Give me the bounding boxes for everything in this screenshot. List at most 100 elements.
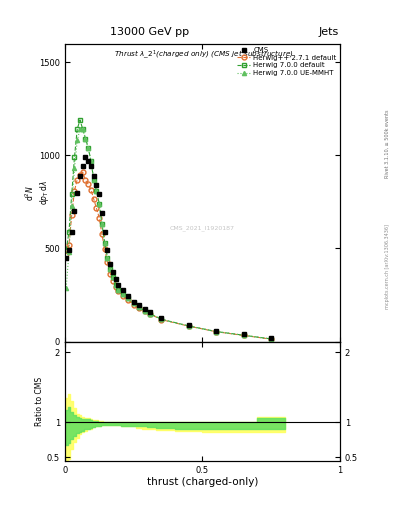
Herwig++ 2.7.1 default	[81, 169, 85, 175]
CMS	[269, 335, 274, 342]
Herwig 7.0.0 UE-MMHT	[64, 285, 69, 291]
Herwig++ 2.7.1 default	[269, 336, 274, 342]
CMS	[214, 328, 219, 334]
Herwig++ 2.7.1 default	[148, 311, 152, 317]
Y-axis label: $\mathrm{d}^2N$
$\mathrm{d}p_\mathrm{T}\,\mathrm{d}\lambda$: $\mathrm{d}^2N$ $\mathrm{d}p_\mathrm{T}\…	[24, 180, 51, 205]
CMS	[72, 208, 77, 214]
CMS	[148, 309, 152, 315]
Herwig++ 2.7.1 default	[78, 172, 83, 178]
Herwig++ 2.7.1 default	[241, 332, 246, 338]
Herwig 7.0.0 UE-MMHT	[92, 177, 96, 183]
Herwig++ 2.7.1 default	[102, 246, 107, 252]
Herwig 7.0.0 UE-MMHT	[89, 158, 94, 164]
Herwig 7.0.0 default	[114, 282, 118, 288]
Herwig++ 2.7.1 default	[89, 187, 94, 193]
X-axis label: thrust (charged-only): thrust (charged-only)	[147, 477, 258, 487]
Herwig 7.0.0 default	[108, 266, 113, 272]
Herwig++ 2.7.1 default	[86, 181, 90, 187]
Herwig++ 2.7.1 default	[186, 323, 191, 329]
Herwig 7.0.0 default	[105, 254, 110, 261]
Text: Thrust $\lambda\_2^1$(charged only) (CMS jet substructure): Thrust $\lambda\_2^1$(charged only) (CMS…	[114, 48, 294, 61]
Herwig 7.0.0 default	[86, 145, 90, 151]
Herwig++ 2.7.1 default	[111, 278, 116, 284]
Herwig 7.0.0 default	[111, 274, 116, 281]
CMS	[94, 182, 99, 188]
Herwig 7.0.0 UE-MMHT	[111, 274, 116, 281]
Herwig 7.0.0 default	[120, 291, 125, 297]
CMS	[86, 158, 90, 164]
CMS	[131, 298, 136, 305]
Herwig 7.0.0 default	[97, 201, 101, 207]
CMS	[97, 191, 101, 198]
Line: Herwig 7.0.0 UE-MMHT: Herwig 7.0.0 UE-MMHT	[64, 127, 273, 341]
Herwig 7.0.0 UE-MMHT	[120, 291, 125, 297]
Text: CMS_2021_I1920187: CMS_2021_I1920187	[170, 225, 235, 231]
Herwig 7.0.0 UE-MMHT	[142, 308, 147, 314]
Herwig 7.0.0 UE-MMHT	[186, 323, 191, 329]
Herwig++ 2.7.1 default	[142, 308, 147, 314]
Herwig 7.0.0 UE-MMHT	[97, 201, 101, 207]
Line: Herwig 7.0.0 default: Herwig 7.0.0 default	[64, 117, 274, 342]
Herwig 7.0.0 UE-MMHT	[137, 304, 141, 310]
Legend: CMS, Herwig++ 2.7.1 default, Herwig 7.0.0 default, Herwig 7.0.0 UE-MMHT: CMS, Herwig++ 2.7.1 default, Herwig 7.0.…	[235, 46, 338, 78]
Herwig 7.0.0 default	[126, 295, 130, 301]
Herwig 7.0.0 UE-MMHT	[148, 311, 152, 317]
Herwig++ 2.7.1 default	[108, 270, 113, 276]
Herwig++ 2.7.1 default	[69, 212, 74, 218]
Herwig++ 2.7.1 default	[105, 260, 110, 266]
Herwig 7.0.0 default	[89, 158, 94, 164]
Herwig 7.0.0 UE-MMHT	[78, 126, 83, 132]
Herwig 7.0.0 default	[214, 328, 219, 334]
CMS	[126, 293, 130, 299]
Herwig 7.0.0 default	[94, 187, 99, 194]
Herwig 7.0.0 UE-MMHT	[116, 287, 121, 293]
CMS	[64, 254, 69, 261]
Herwig 7.0.0 default	[116, 287, 121, 293]
Herwig 7.0.0 default	[148, 311, 152, 317]
Herwig++ 2.7.1 default	[66, 242, 72, 248]
Herwig++ 2.7.1 default	[126, 296, 130, 303]
Herwig 7.0.0 default	[131, 301, 136, 307]
Herwig 7.0.0 UE-MMHT	[108, 266, 113, 272]
CMS	[100, 210, 105, 216]
Herwig 7.0.0 UE-MMHT	[94, 187, 99, 194]
CMS	[92, 173, 96, 179]
CMS	[137, 302, 141, 308]
Herwig 7.0.0 UE-MMHT	[105, 254, 110, 261]
CMS	[75, 189, 80, 196]
Herwig 7.0.0 default	[142, 308, 147, 314]
Herwig 7.0.0 UE-MMHT	[83, 136, 88, 142]
Herwig++ 2.7.1 default	[75, 177, 80, 183]
Herwig 7.0.0 UE-MMHT	[81, 126, 85, 132]
Line: Herwig++ 2.7.1 default: Herwig++ 2.7.1 default	[64, 169, 274, 342]
Herwig++ 2.7.1 default	[159, 316, 163, 323]
CMS	[142, 306, 147, 312]
Line: CMS: CMS	[64, 156, 273, 340]
CMS	[105, 247, 110, 253]
Herwig 7.0.0 default	[78, 117, 83, 123]
Herwig++ 2.7.1 default	[114, 284, 118, 290]
CMS	[111, 269, 116, 275]
Herwig++ 2.7.1 default	[131, 302, 136, 308]
Herwig++ 2.7.1 default	[100, 231, 105, 238]
CMS	[78, 173, 83, 179]
Herwig 7.0.0 default	[83, 136, 88, 142]
Herwig 7.0.0 default	[92, 177, 96, 183]
Herwig 7.0.0 default	[64, 247, 69, 253]
Herwig 7.0.0 default	[81, 126, 85, 132]
Herwig 7.0.0 UE-MMHT	[86, 145, 90, 151]
Text: 13000 GeV pp: 13000 GeV pp	[110, 27, 189, 37]
Herwig 7.0.0 default	[241, 332, 246, 338]
Herwig 7.0.0 default	[137, 304, 141, 310]
Herwig 7.0.0 UE-MMHT	[114, 282, 118, 288]
Herwig++ 2.7.1 default	[83, 177, 88, 183]
CMS	[81, 163, 85, 169]
CMS	[66, 247, 72, 253]
Text: mcplots.cern.ch [arXiv:1306.3436]: mcplots.cern.ch [arXiv:1306.3436]	[385, 224, 390, 309]
CMS	[186, 322, 191, 328]
Y-axis label: Ratio to CMS: Ratio to CMS	[35, 377, 44, 426]
Herwig 7.0.0 default	[72, 154, 77, 160]
Herwig 7.0.0 default	[66, 228, 72, 234]
Herwig 7.0.0 default	[69, 191, 74, 198]
Herwig 7.0.0 UE-MMHT	[214, 328, 219, 334]
